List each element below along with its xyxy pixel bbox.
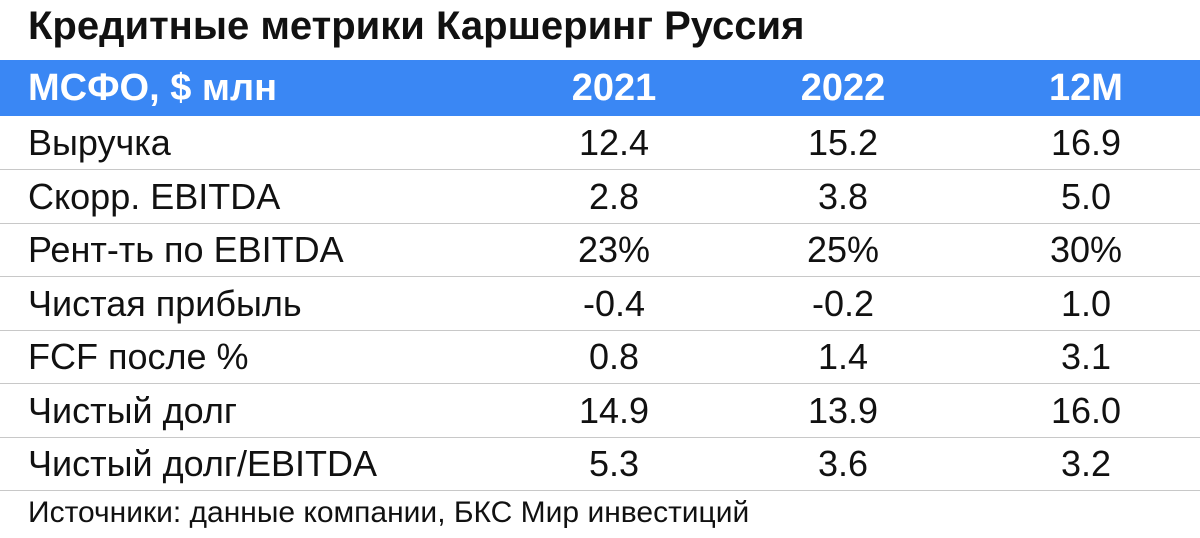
column-header: 2021 (571, 67, 657, 109)
table-cell: 23% (577, 229, 651, 270)
row-divider (0, 169, 1200, 170)
column-header: 12М (1049, 67, 1123, 109)
row-label: Рент-ть по EBITDA (28, 229, 344, 270)
table-cell: -0.4 (582, 282, 646, 324)
table-cell: 13.9 (807, 389, 879, 431)
title: Кредитные метрики Каршеринг Руссия (28, 4, 805, 48)
row-label: Чистая прибыль (28, 282, 302, 324)
row-divider (0, 436, 1200, 438)
table-cell: 14.9 (578, 389, 650, 431)
table-cell: 5.0 (1060, 175, 1112, 217)
table-cell: 3.8 (817, 175, 869, 217)
row-label: FCF после % (28, 336, 249, 377)
row-label: Скорр. EBITDA (28, 175, 281, 217)
table-cell: 1.4 (817, 336, 869, 377)
row-label: Выручка (28, 122, 171, 163)
table-header: МСФО, $ млн 2021 2022 12М (0, 60, 1200, 116)
table-cell: 15.2 (807, 122, 879, 163)
row-divider (0, 329, 1200, 331)
table-cell: 12.4 (578, 122, 650, 163)
column-header: МСФО, $ млн (28, 67, 278, 109)
column-header: 2022 (800, 67, 886, 109)
row-label: Чистый долг/EBITDA (28, 443, 377, 484)
table-cell: 16.0 (1050, 389, 1122, 431)
table-cell: -0.2 (811, 282, 875, 324)
table-cell: 16.9 (1050, 122, 1122, 163)
table-cell: 0.8 (588, 336, 640, 377)
source-note: Источники: данные компании, БКС Мир инве… (28, 496, 750, 529)
table-cell: 3.6 (817, 443, 869, 484)
table-cell: 5.3 (588, 443, 640, 484)
row-divider (0, 490, 1200, 491)
row-divider (0, 222, 1200, 224)
table-cell: 1.0 (1060, 282, 1112, 324)
table-cell: 3.2 (1060, 443, 1112, 484)
row-divider (0, 383, 1200, 384)
row-divider (0, 276, 1200, 277)
table-cell: 3.1 (1060, 336, 1112, 377)
table-cell: 30% (1049, 229, 1123, 270)
table-cell: 2.8 (588, 175, 640, 217)
table-cell: 25% (806, 229, 880, 270)
row-label: Чистый долг (28, 389, 237, 431)
